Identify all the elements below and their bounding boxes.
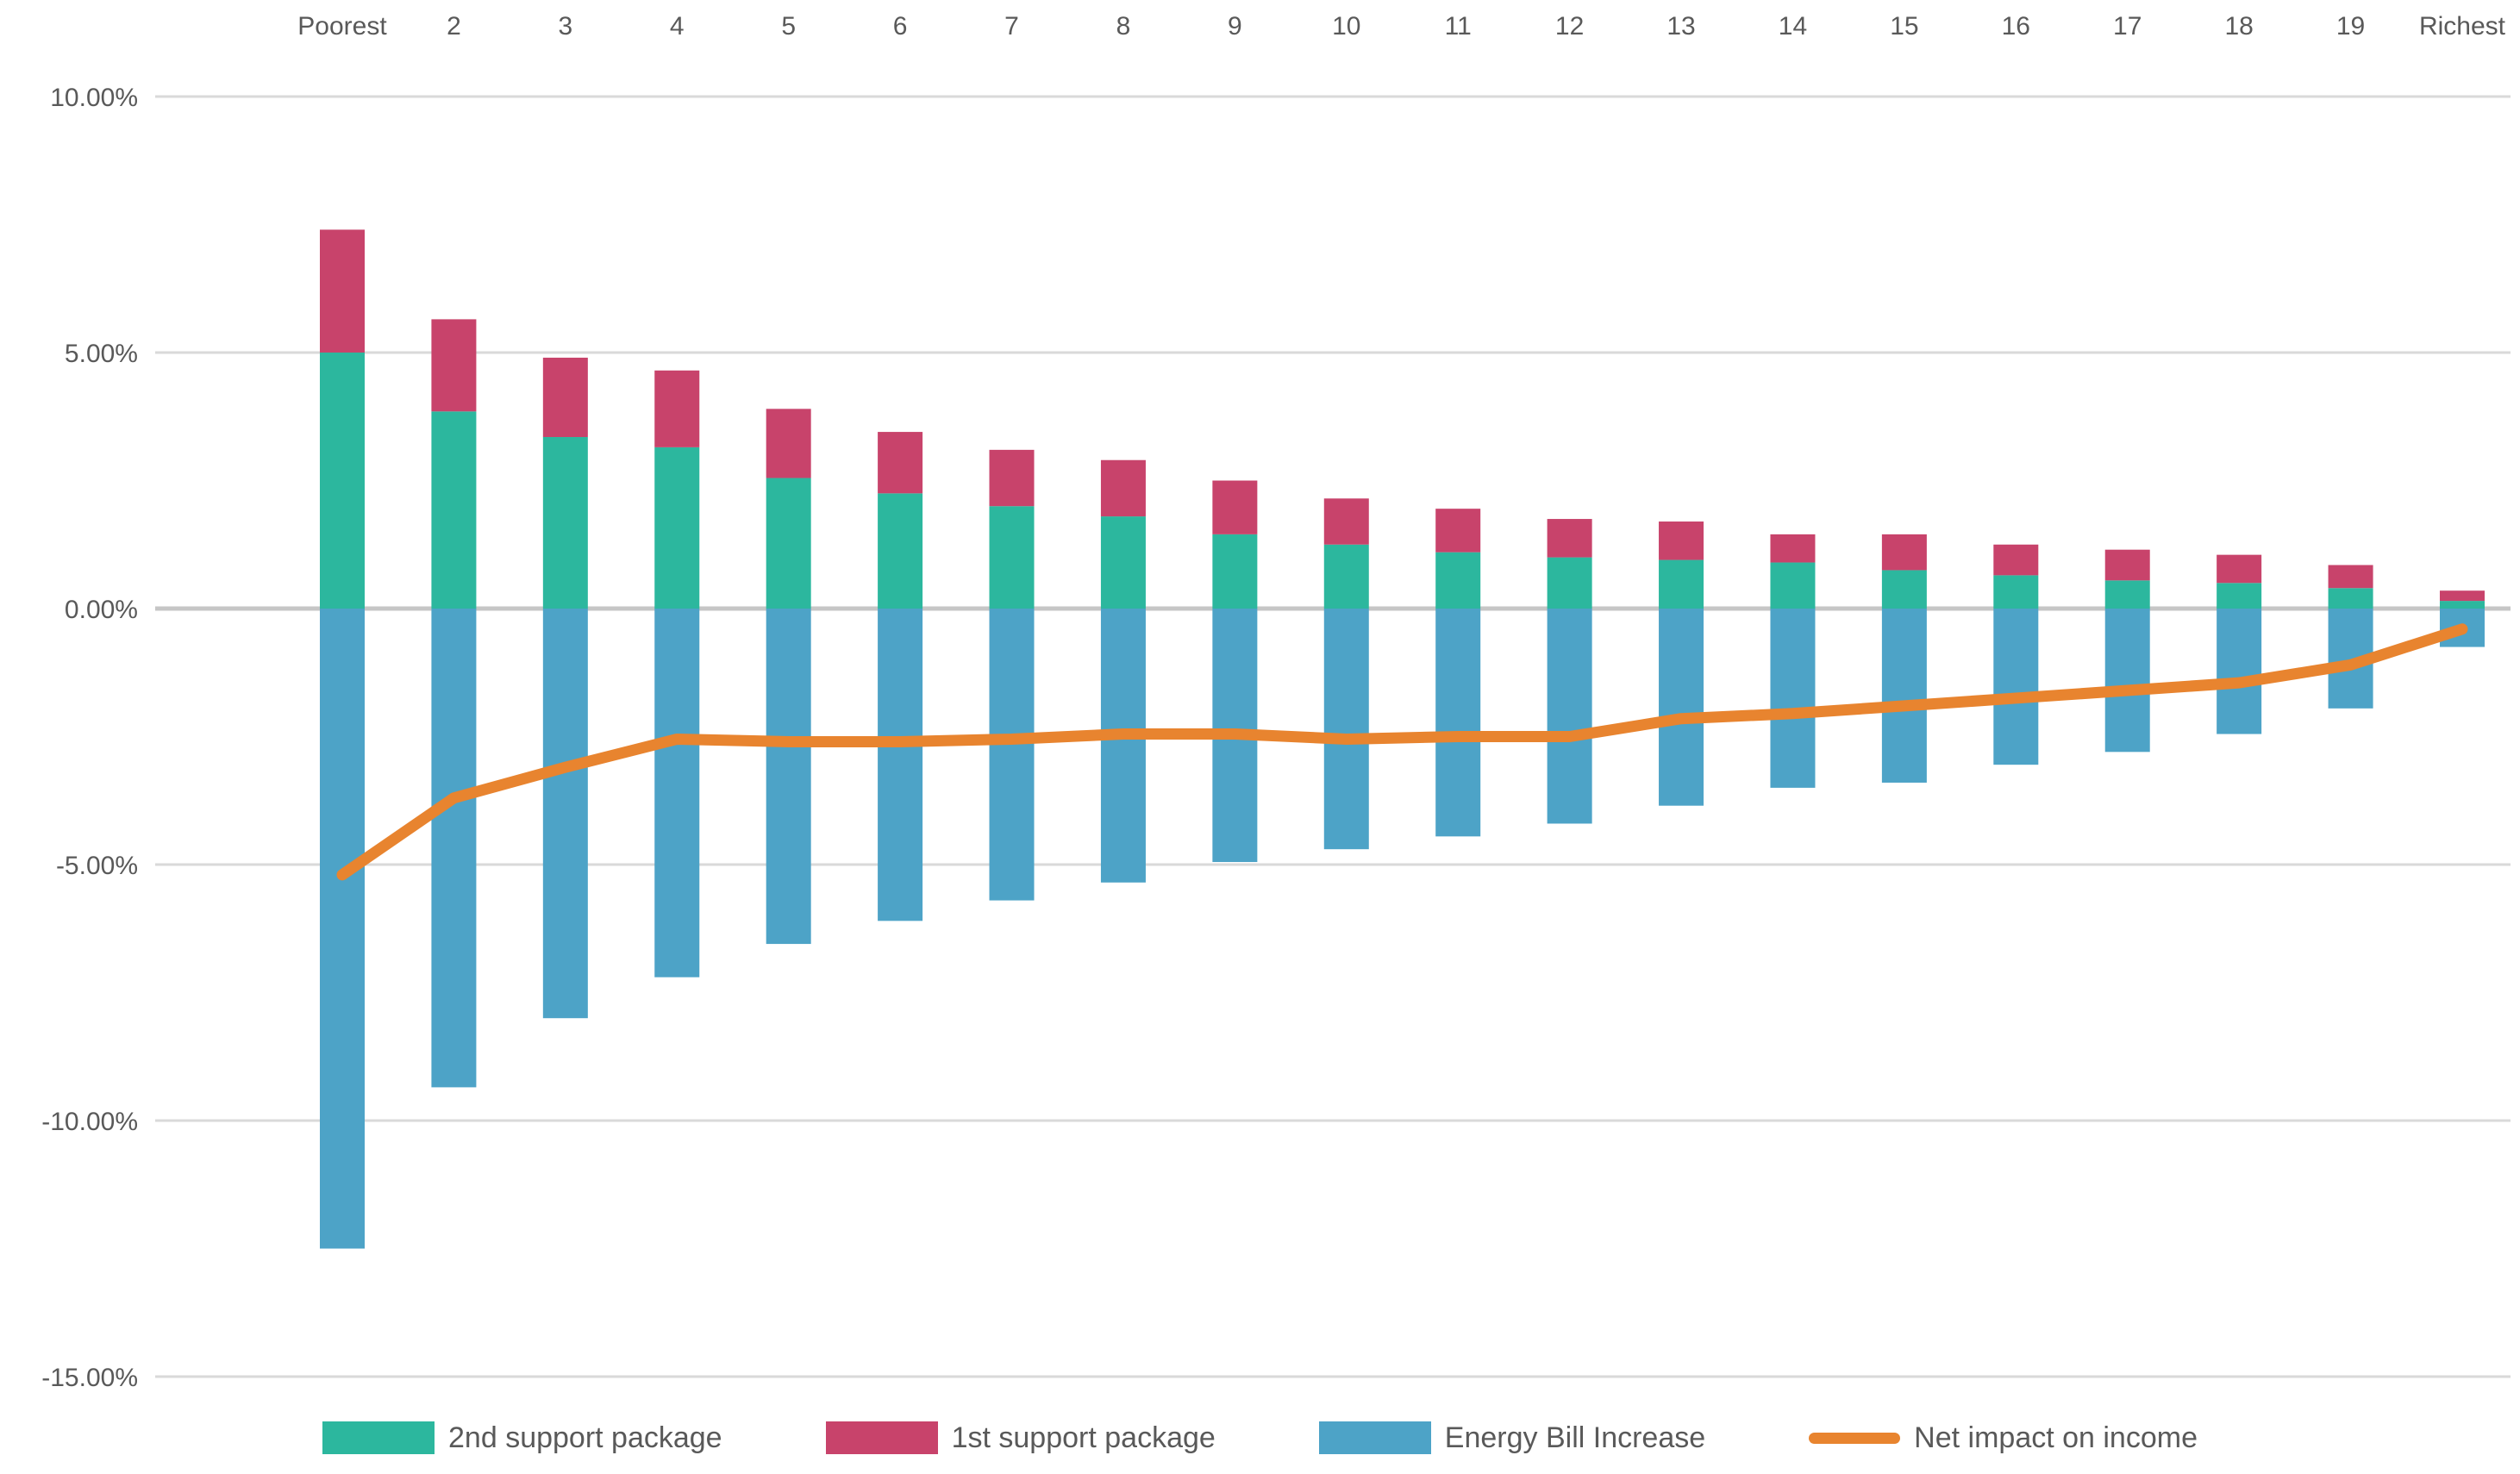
bar-segment-1st-support-package[interactable] bbox=[1993, 544, 2039, 576]
x-axis-category-label: 3 bbox=[558, 12, 572, 41]
bar-segment-2nd-support-package[interactable] bbox=[1547, 557, 1592, 609]
bar-segment-1st-support-package[interactable] bbox=[320, 229, 365, 353]
bar-segment-1st-support-package[interactable] bbox=[654, 370, 700, 447]
bar-segment-energy-bill-increase[interactable] bbox=[654, 609, 700, 977]
bar-segment-2nd-support-package[interactable] bbox=[1993, 575, 2039, 609]
y-axis-tick-label: 0.00% bbox=[65, 596, 138, 624]
bar-segment-1st-support-package[interactable] bbox=[1323, 498, 1369, 545]
legend-swatch-1st-support-package bbox=[825, 1421, 938, 1454]
x-axis-category-label: 16 bbox=[2002, 12, 2030, 41]
bar-segment-2nd-support-package[interactable] bbox=[766, 478, 811, 609]
legend-label-energy-bill-increase: Energy Bill Increase bbox=[1444, 1421, 1706, 1454]
bar-segment-1st-support-package[interactable] bbox=[1770, 534, 1816, 563]
x-axis-category-label: 11 bbox=[1445, 12, 1472, 41]
bar-segment-2nd-support-package[interactable] bbox=[654, 447, 700, 609]
bar-segment-2nd-support-package[interactable] bbox=[1212, 534, 1258, 609]
x-axis-category-label: 13 bbox=[1666, 12, 1695, 41]
x-axis-category-label: 12 bbox=[1555, 12, 1584, 41]
bar-segment-energy-bill-increase[interactable] bbox=[1659, 609, 1704, 806]
bar-segment-2nd-support-package[interactable] bbox=[878, 493, 923, 609]
bar-segment-1st-support-package[interactable] bbox=[1659, 522, 1704, 560]
bar-segment-1st-support-package[interactable] bbox=[431, 319, 477, 412]
x-axis-category-label: 5 bbox=[781, 12, 796, 41]
bar-segment-energy-bill-increase[interactable] bbox=[2217, 609, 2262, 734]
x-axis-category-label: 7 bbox=[1004, 12, 1019, 41]
bar-segment-1st-support-package[interactable] bbox=[989, 449, 1035, 507]
bar-segment-2nd-support-package[interactable] bbox=[1881, 570, 1927, 609]
net-impact-line[interactable] bbox=[336, 623, 2468, 881]
x-axis-category-label: 19 bbox=[2336, 12, 2365, 41]
bar-segment-energy-bill-increase[interactable] bbox=[1323, 609, 1369, 850]
x-axis-category-label: 4 bbox=[670, 12, 685, 41]
bar-segment-1st-support-package[interactable] bbox=[2217, 554, 2262, 584]
bar-segment-1st-support-package[interactable] bbox=[1100, 459, 1146, 517]
legend-item-net-impact-on-income[interactable]: Net impact on income bbox=[1809, 1421, 2198, 1455]
x-axis-category-label: 8 bbox=[1116, 12, 1131, 41]
bar-segment-2nd-support-package[interactable] bbox=[1100, 516, 1146, 609]
bar-segment-1st-support-package[interactable] bbox=[878, 432, 923, 494]
bar-segment-2nd-support-package[interactable] bbox=[2439, 601, 2485, 609]
x-axis-category-label: Poorest bbox=[297, 12, 387, 41]
legend-item-1st-support-package[interactable]: 1st support package bbox=[825, 1421, 1216, 1455]
bar-segment-energy-bill-increase[interactable] bbox=[1547, 609, 1592, 824]
legend-swatch-2nd-support-package bbox=[322, 1421, 435, 1454]
bar-segment-2nd-support-package[interactable] bbox=[2217, 583, 2262, 609]
x-axis-category-label: 2 bbox=[447, 12, 461, 41]
x-axis-category-label: 15 bbox=[1890, 12, 1918, 41]
legend-swatch-energy-bill-increase bbox=[1318, 1421, 1431, 1454]
x-axis-category-label: 9 bbox=[1228, 12, 1242, 41]
x-axis-category-label: 10 bbox=[1332, 12, 1360, 41]
x-axis-category-label: 14 bbox=[1779, 12, 1807, 41]
bar-segment-energy-bill-increase[interactable] bbox=[878, 609, 923, 921]
bar-segment-1st-support-package[interactable] bbox=[1881, 534, 1927, 571]
bar-segment-2nd-support-package[interactable] bbox=[989, 506, 1035, 609]
bar-segment-energy-bill-increase[interactable] bbox=[766, 609, 811, 945]
bar-segment-energy-bill-increase[interactable] bbox=[989, 609, 1035, 901]
bar-segment-1st-support-package[interactable] bbox=[1547, 519, 1592, 558]
bar-segment-energy-bill-increase[interactable] bbox=[1993, 609, 2039, 765]
bar-segment-energy-bill-increase[interactable] bbox=[1100, 609, 1146, 883]
legend-item-2nd-support-package[interactable]: 2nd support package bbox=[322, 1421, 722, 1455]
y-axis-tick-label: -15.00% bbox=[41, 1364, 138, 1392]
bar-segment-2nd-support-package[interactable] bbox=[542, 437, 588, 609]
bar-segment-1st-support-package[interactable] bbox=[542, 357, 588, 438]
legend-line-swatch-net-impact-on-income bbox=[1809, 1432, 1901, 1444]
bar-segment-energy-bill-increase[interactable] bbox=[320, 609, 365, 1249]
bar-segment-1st-support-package[interactable] bbox=[2328, 565, 2373, 589]
y-axis-tick-label: 5.00% bbox=[65, 340, 138, 368]
bar-segment-2nd-support-package[interactable] bbox=[431, 411, 477, 609]
x-axis-category-label: 6 bbox=[893, 12, 908, 41]
bar-segment-1st-support-package[interactable] bbox=[2439, 590, 2485, 602]
bar-segment-2nd-support-package[interactable] bbox=[1770, 562, 1816, 609]
bar-segment-energy-bill-increase[interactable] bbox=[1881, 609, 1927, 783]
x-axis-category-label: Richest bbox=[2419, 12, 2506, 41]
legend-label-net-impact-on-income: Net impact on income bbox=[1914, 1421, 2198, 1454]
bar-segment-energy-bill-increase[interactable] bbox=[542, 609, 588, 1019]
y-axis-tick-label: 10.00% bbox=[50, 84, 138, 112]
bar-segment-2nd-support-package[interactable] bbox=[2328, 588, 2373, 609]
bar-segment-2nd-support-package[interactable] bbox=[1659, 559, 1704, 609]
bar-segment-2nd-support-package[interactable] bbox=[1323, 544, 1369, 609]
chart-legend: 2nd support package 1st support package … bbox=[0, 1412, 2520, 1464]
bar-segment-2nd-support-package[interactable] bbox=[2104, 580, 2150, 609]
bar-segment-2nd-support-package[interactable] bbox=[320, 353, 365, 609]
bar-segment-2nd-support-package[interactable] bbox=[1435, 552, 1481, 609]
x-axis-category-label: 18 bbox=[2224, 12, 2253, 41]
bar-segment-energy-bill-increase[interactable] bbox=[2104, 609, 2150, 753]
y-axis-tick-label: -5.00% bbox=[56, 852, 138, 880]
legend-label-1st-support-package: 1st support package bbox=[951, 1421, 1216, 1454]
bar-segment-energy-bill-increase[interactable] bbox=[431, 609, 477, 1088]
bar-segment-1st-support-package[interactable] bbox=[1212, 480, 1258, 534]
bar-segment-1st-support-package[interactable] bbox=[1435, 509, 1481, 553]
legend-label-2nd-support-package: 2nd support package bbox=[448, 1421, 722, 1454]
bar-segment-energy-bill-increase[interactable] bbox=[1770, 609, 1816, 788]
legend-item-energy-bill-increase[interactable]: Energy Bill Increase bbox=[1318, 1421, 1706, 1455]
x-axis-category-label: 17 bbox=[2113, 12, 2142, 41]
bar-segment-energy-bill-increase[interactable] bbox=[1435, 609, 1481, 837]
y-axis-tick-label: -10.00% bbox=[41, 1108, 138, 1136]
bar-segment-1st-support-package[interactable] bbox=[2104, 549, 2150, 581]
bar-segment-1st-support-package[interactable] bbox=[766, 409, 811, 478]
